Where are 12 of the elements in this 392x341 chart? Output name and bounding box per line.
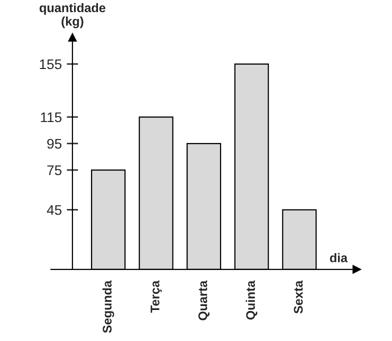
y-tick-label: 45	[46, 205, 62, 215]
x-tick-label: Segunda	[102, 280, 114, 333]
x-tick-label: Quinta	[246, 280, 258, 320]
y-tick-label: 115	[40, 112, 62, 122]
x-axis-title: dia	[330, 253, 348, 262]
x-tick-label: Sexta	[294, 280, 303, 314]
x-tick-label: Terça	[150, 280, 162, 313]
y-tick-label: 155	[40, 59, 62, 70]
y-tick-label: 75	[47, 165, 62, 176]
y-tick-label: 95	[47, 138, 62, 149]
x-tick-label: Quarta	[198, 280, 210, 320]
y-axis-title: quantidade (kg)	[40, 3, 106, 28]
